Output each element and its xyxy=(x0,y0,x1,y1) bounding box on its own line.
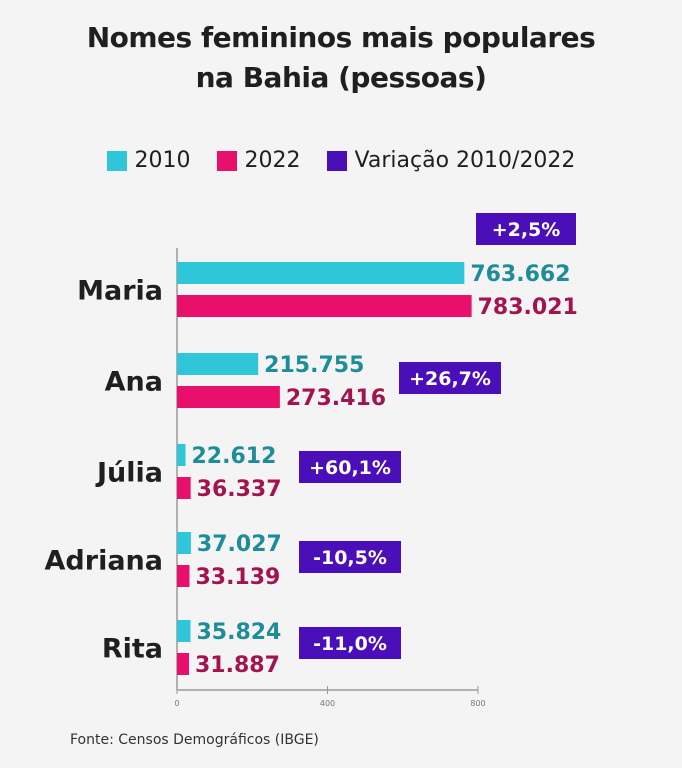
legend-item-variation: Variação 2010/2022 xyxy=(326,148,576,173)
bar-2022 xyxy=(177,386,280,408)
category-label: Adriana xyxy=(45,546,163,577)
legend-label-2010: 2010 xyxy=(134,148,191,173)
legend-item-2010: 2010 xyxy=(106,148,191,173)
legend-swatch-variation xyxy=(326,150,347,171)
legend: 2010 2022 Variação 2010/2022 xyxy=(0,148,682,173)
variation-label: +60,1% xyxy=(309,457,391,479)
x-tick-label: 0 xyxy=(174,699,179,708)
title-line-2: na Bahia (pessoas) xyxy=(195,61,487,94)
legend-item-2022: 2022 xyxy=(216,148,301,173)
data-label-2022: 273.416 xyxy=(286,386,386,411)
data-label-2022: 33.139 xyxy=(195,565,280,590)
title-line-1: Nomes femininos mais populares xyxy=(86,21,596,54)
bar-2010 xyxy=(177,620,191,642)
data-label-2022: 31.887 xyxy=(195,653,280,678)
bar-2022 xyxy=(177,565,190,587)
data-label-2010: 22.612 xyxy=(192,444,277,469)
bar-2022 xyxy=(177,295,472,317)
category-label: Rita xyxy=(102,634,163,665)
bar-2022 xyxy=(177,653,189,675)
data-label-2022: 783.021 xyxy=(478,295,578,320)
category-label: Júlia xyxy=(95,458,163,489)
variation-badge xyxy=(399,362,501,394)
bar-2010 xyxy=(177,353,259,375)
bar-2022 xyxy=(177,477,191,499)
variation-label: +26,7% xyxy=(409,368,491,390)
legend-swatch-2010 xyxy=(106,150,127,171)
variation-badge xyxy=(299,627,401,659)
data-label-2010: 763.662 xyxy=(470,262,570,287)
category-label: Maria xyxy=(77,276,163,307)
variation-badge xyxy=(299,541,401,573)
variation-badge xyxy=(476,213,576,245)
legend-swatch-2022 xyxy=(216,150,237,171)
bar-2010 xyxy=(177,532,191,554)
x-tick-label: 400 xyxy=(320,699,335,708)
variation-label: -11,0% xyxy=(313,633,387,655)
variation-label: +2,5% xyxy=(492,219,561,241)
x-tick-label: 800 xyxy=(470,699,485,708)
legend-label-variation: Variação 2010/2022 xyxy=(354,148,576,173)
data-label-2010: 37.027 xyxy=(197,532,282,557)
variation-label: -10,5% xyxy=(313,547,387,569)
source-note: Fonte: Censos Demográficos (IBGE) xyxy=(70,732,319,748)
legend-label-2022: 2022 xyxy=(244,148,301,173)
variation-badge xyxy=(299,451,401,483)
data-label-2022: 36.337 xyxy=(197,477,282,502)
category-label: Ana xyxy=(105,367,163,398)
bar-2010 xyxy=(177,262,465,284)
data-label-2010: 35.824 xyxy=(196,620,281,645)
bar-2010 xyxy=(177,444,186,466)
data-label-2010: 215.755 xyxy=(264,353,364,378)
chart-title: Nomes femininos mais populares na Bahia … xyxy=(0,18,682,98)
